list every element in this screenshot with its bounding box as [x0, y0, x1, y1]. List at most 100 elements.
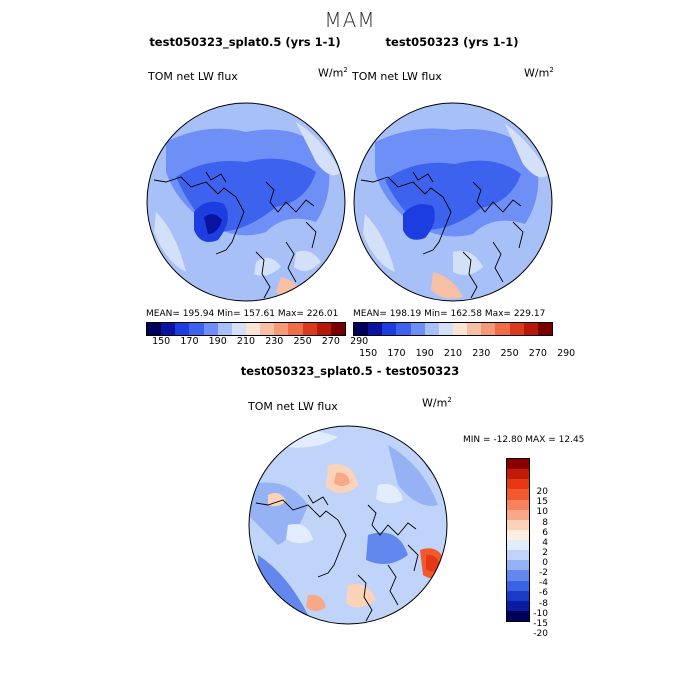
diff-units: W/m2: [422, 396, 452, 410]
figure-title: MAM: [324, 8, 376, 32]
colorbar-swatch: [382, 323, 397, 335]
panel1-units: W/m2: [318, 66, 348, 80]
panel2-field-zone: [453, 251, 483, 276]
colorbar-tick-label: 290: [557, 348, 576, 359]
colorbar-tick-label: 270: [528, 348, 547, 359]
colorbar-tick-label: -4: [539, 578, 548, 589]
colorbar-tick-label: 170: [387, 348, 406, 359]
colorbar-swatch: [147, 323, 162, 335]
panel1-stats: MEAN= 195.94 Min= 157.61 Max= 226.01: [146, 309, 339, 319]
panel1-field-zone: [296, 122, 341, 176]
colorbar-swatch: [507, 580, 529, 591]
colorbar-swatch: [189, 323, 204, 335]
colorbar-swatch: [507, 610, 529, 621]
diff-field-zone: [334, 472, 350, 486]
colorbar-swatch: [507, 529, 529, 540]
diff-map-border: [248, 425, 448, 625]
colorbar-tick-label: 190: [208, 336, 227, 347]
colorbar-swatch: [509, 323, 524, 335]
colorbar-tick-label: 210: [236, 336, 256, 347]
colorbar-swatch: [302, 323, 317, 335]
colorbar-swatch: [507, 499, 529, 510]
diff-polar-map: [248, 425, 448, 625]
colorbar-swatch: [507, 550, 529, 561]
colorbar-swatch: [274, 323, 289, 335]
colorbar-tick-label: -8: [539, 598, 548, 609]
panel2-polar-map: [353, 102, 553, 302]
panel1-colorbar-labels: 150 170 190 210 230 250 270 290: [146, 336, 368, 348]
diff-field-zone: [268, 493, 286, 507]
diff-field-zone: [426, 554, 440, 572]
colorbar-tick-label: 210: [443, 348, 463, 359]
panel2-title: test050323 (yrs 1-1): [385, 35, 519, 49]
colorbar-swatch: [396, 323, 411, 335]
colorbar-swatch: [467, 323, 482, 335]
panel1-polar-map: [146, 102, 346, 302]
panel2-variable: TOM net LW flux: [352, 70, 442, 83]
panel1-field-zone: [254, 258, 281, 276]
colorbar-swatch: [507, 459, 529, 470]
panel2-coastlines: [360, 171, 524, 299]
diff-coastlines: [255, 494, 419, 622]
colorbar-swatch: [507, 590, 529, 601]
diff-field-zone: [388, 445, 438, 506]
colorbar-swatch: [245, 323, 261, 335]
colorbar-tick-label: -6: [539, 588, 548, 599]
diff-field-zone: [306, 594, 326, 611]
colorbar-tick-label: 8: [542, 517, 548, 528]
colorbar-swatch: [330, 323, 345, 335]
panel2-map-border: [353, 102, 553, 302]
colorbar-tick-label: 190: [415, 348, 434, 359]
diff-stats: MIN = -12.80 MAX = 12.45: [463, 435, 585, 445]
panel2-field-zone: [505, 124, 549, 178]
diff-field-zone: [366, 532, 408, 564]
colorbar-tick-label: 20: [536, 487, 548, 498]
panel1-field-zone: [204, 214, 222, 234]
panel2-stats: MEAN= 198.19 Min= 162.58 Max= 229.17: [353, 309, 546, 319]
diff-colorbar: [506, 458, 530, 622]
colorbar-tick-label: 230: [265, 336, 284, 347]
colorbar-tick-label: 0: [542, 558, 548, 568]
colorbar-swatch: [231, 323, 246, 335]
colorbar-tick-label: 230: [472, 348, 491, 359]
diff-field-zone: [258, 555, 308, 615]
colorbar-tick-label: -10: [533, 608, 548, 619]
colorbar-tick-label: 290: [350, 336, 369, 347]
colorbar-swatch: [260, 323, 275, 335]
colorbar-swatch: [438, 323, 453, 335]
panel1-variable: TOM net LW flux: [148, 70, 238, 83]
colorbar-swatch: [217, 323, 232, 335]
colorbar-tick-label: 4: [542, 537, 548, 548]
panel2-field-zone: [431, 272, 463, 299]
diff-field-zone: [286, 524, 313, 544]
colorbar-swatch: [523, 323, 538, 335]
colorbar-swatch: [175, 323, 190, 335]
colorbar-swatch: [507, 519, 529, 530]
panel1-coastlines: [153, 171, 317, 299]
panel1-title: test050323_splat0.5 (yrs 1-1): [149, 35, 341, 49]
colorbar-swatch: [507, 479, 529, 490]
panel1-colorbar: [146, 322, 346, 336]
colorbar-swatch: [452, 323, 468, 335]
colorbar-swatch: [507, 509, 529, 520]
colorbar-tick-label: 10: [536, 507, 548, 518]
colorbar-swatch: [481, 323, 496, 335]
colorbar-swatch: [507, 469, 529, 480]
colorbar-swatch: [354, 323, 369, 335]
colorbar-tick-label: 15: [536, 497, 548, 508]
panel1-map-border: [146, 102, 346, 302]
colorbar-tick-label: 6: [542, 527, 548, 538]
colorbar-tick-label: 150: [359, 348, 378, 359]
colorbar-swatch: [368, 323, 383, 335]
panel1-field-zone: [294, 250, 321, 271]
colorbar-tick-label: 270: [321, 336, 340, 347]
panel2-field-zone: [363, 214, 395, 272]
colorbar-tick-label: 250: [500, 348, 519, 359]
diff-title: test050323_splat0.5 - test050323: [240, 364, 460, 378]
colorbar-swatch: [507, 560, 529, 571]
colorbar-tick-label: 170: [180, 336, 199, 347]
colorbar-swatch: [495, 323, 510, 335]
diff-field-zone: [376, 484, 403, 504]
colorbar-swatch: [507, 600, 529, 611]
panel1-field-zone: [154, 212, 186, 272]
